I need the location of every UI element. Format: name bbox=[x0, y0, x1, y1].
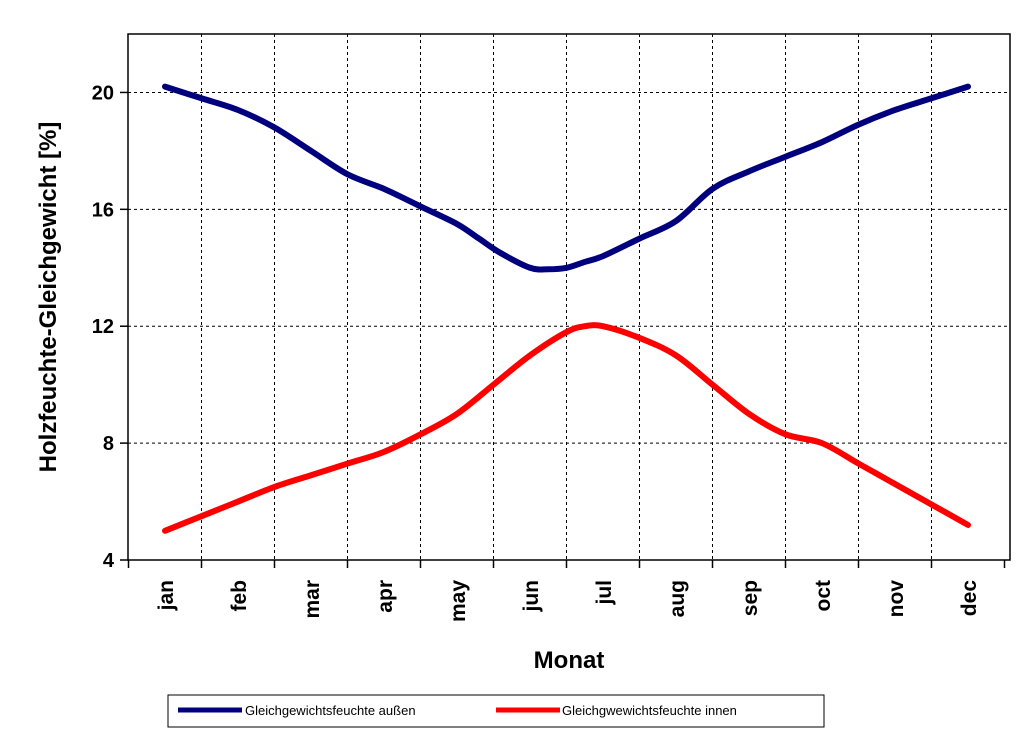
x-tick-label: feb bbox=[228, 580, 251, 612]
legend-label-outside: Gleichgewichtsfeuchte außen bbox=[245, 703, 416, 718]
gridlines bbox=[128, 34, 1010, 560]
x-tick-label: jun bbox=[520, 580, 543, 613]
x-tick-label: aug bbox=[666, 580, 689, 617]
plot-area bbox=[127, 33, 1011, 561]
legend-label-inside: Gleichgwewichtsfeuchte innen bbox=[562, 703, 737, 718]
y-axis-title: Holzfeuchte-Gleichgewicht [%] bbox=[35, 122, 62, 473]
x-tick-label: may bbox=[447, 580, 470, 622]
y-tick-label: 16 bbox=[92, 199, 114, 221]
x-axis-title: Monat bbox=[534, 647, 605, 674]
y-tick-label: 12 bbox=[92, 316, 114, 338]
x-tick-label: jan bbox=[155, 580, 178, 611]
x-tick-label: jul bbox=[593, 580, 616, 606]
y-tick-label: 4 bbox=[103, 550, 115, 572]
x-tick-label: mar bbox=[301, 580, 324, 619]
x-tick-label: dec bbox=[958, 580, 981, 617]
y-axis-ticks: 4 8 12 16 20 bbox=[92, 82, 128, 572]
x-tick-label: apr bbox=[374, 580, 397, 613]
y-tick-label: 20 bbox=[92, 82, 114, 104]
series-lines bbox=[162, 83, 971, 534]
series-line-inside bbox=[162, 322, 971, 534]
series-line-outside bbox=[162, 83, 971, 273]
y-tick-label: 8 bbox=[103, 433, 114, 455]
x-tick-label: oct bbox=[812, 580, 835, 612]
x-tick-label: sep bbox=[739, 580, 762, 616]
x-axis-ticks: jan feb mar apr may jun jul aug sep oct nov dec bbox=[127, 560, 1006, 622]
x-tick-label: nov bbox=[885, 580, 908, 618]
legend: Gleichgewichtsfeuchte außen Gleichgwewic… bbox=[167, 694, 825, 728]
